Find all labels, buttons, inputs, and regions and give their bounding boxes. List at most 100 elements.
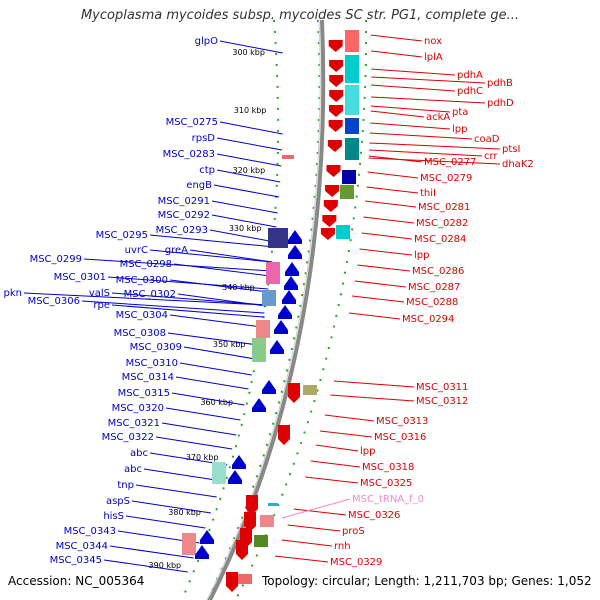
minus-gene-leader bbox=[171, 392, 245, 406]
plus-gene-label-dhak2[interactable]: dhaK2 bbox=[502, 159, 534, 170]
plus-gene-label-msc-0294[interactable]: MSC_0294 bbox=[402, 314, 454, 325]
plus-gene-label-lpla[interactable]: lplA bbox=[424, 52, 443, 63]
plus-gene-label-pdha[interactable]: pdhA bbox=[457, 70, 483, 81]
minus-gene-leader bbox=[211, 214, 277, 228]
minus-gene-label-vals[interactable]: valS bbox=[89, 288, 110, 299]
minus-gene-label-tnp[interactable]: tnp bbox=[117, 480, 134, 491]
minus-gene-leader bbox=[23, 292, 266, 306]
plus-gene-label-msc-0277[interactable]: MSC_0277 bbox=[424, 157, 476, 168]
minus-gene-label-msc-0314[interactable]: MSC_0314 bbox=[122, 372, 174, 383]
minus-gene-leader bbox=[183, 346, 256, 360]
minus-gene-label-msc-0306[interactable]: MSC_0306 bbox=[28, 296, 80, 307]
minus-gene-label-msc-0302[interactable]: MSC_0302 bbox=[124, 289, 176, 300]
plus-gene-label-msc-0286[interactable]: MSC_0286 bbox=[412, 266, 464, 277]
minus-gene-label-grea[interactable]: greA bbox=[165, 245, 188, 256]
plus-gene-label-ptsi[interactable]: ptsI bbox=[502, 144, 520, 155]
minus-gene-label-abc[interactable]: abc bbox=[130, 448, 148, 459]
plus-gene-arrow bbox=[246, 495, 258, 515]
plus-gene-label-thii[interactable]: thiI bbox=[420, 188, 436, 199]
minus-gene-label-msc-0292[interactable]: MSC_0292 bbox=[158, 210, 210, 221]
plus-gene-label-rnh[interactable]: rnh bbox=[334, 541, 351, 552]
minus-gene-label-msc-0345[interactable]: MSC_0345 bbox=[50, 555, 102, 566]
plus-gene-leader bbox=[354, 280, 407, 288]
scale-tick-label: 320 kbp bbox=[233, 166, 266, 175]
plus-gene-label-msc-0288[interactable]: MSC_0288 bbox=[406, 297, 458, 308]
plus-gene-label-msc-0287[interactable]: MSC_0287 bbox=[408, 282, 460, 293]
minus-gene-leader bbox=[143, 468, 223, 482]
minus-gene-label-rpsd[interactable]: rpsD bbox=[192, 133, 216, 144]
minus-gene-arrow bbox=[270, 340, 284, 354]
minus-gene-label-uvrc[interactable]: uvrC bbox=[125, 245, 148, 256]
plus-gene-leader bbox=[369, 132, 473, 140]
plus-gene-label-coad[interactable]: coaD bbox=[474, 134, 500, 145]
minus-gene-label-msc-0344[interactable]: MSC_0344 bbox=[56, 541, 108, 552]
minus-gene-label-msc-0301[interactable]: MSC_0301 bbox=[54, 272, 106, 283]
plus-gene-leader bbox=[274, 555, 329, 563]
minus-gene-label-ctp[interactable]: ctp bbox=[199, 165, 215, 176]
plus-gene-label-msc-0312[interactable]: MSC_0312 bbox=[416, 396, 468, 407]
plus-gene-label-crr[interactable]: crr bbox=[484, 151, 498, 162]
plus-gene-label-lpp[interactable]: lpp bbox=[414, 250, 429, 261]
minus-gene-label-msc-0298[interactable]: MSC_0298 bbox=[120, 259, 172, 270]
plus-gene-leader bbox=[371, 84, 456, 92]
minus-gene-label-abc[interactable]: abc bbox=[124, 464, 142, 475]
plus-gene-label-msc-0313[interactable]: MSC_0313 bbox=[376, 416, 428, 427]
minus-gene-label-rpe[interactable]: rpe bbox=[93, 300, 110, 311]
plus-gene-label-msc-0284[interactable]: MSC_0284 bbox=[414, 234, 466, 245]
plus-gene-label-lpp[interactable]: lpp bbox=[452, 124, 467, 135]
minus-gene-label-msc-0299[interactable]: MSC_0299 bbox=[30, 254, 82, 265]
plus-gene-label-pros[interactable]: proS bbox=[342, 526, 365, 537]
plus-gene-label-msc-0325[interactable]: MSC_0325 bbox=[360, 478, 412, 489]
minus-gene-label-msc-0308[interactable]: MSC_0308 bbox=[114, 328, 166, 339]
plus-gene-label-msc-0282[interactable]: MSC_0282 bbox=[416, 218, 468, 229]
plus-gene-arrow bbox=[329, 90, 344, 102]
backbone-highlight bbox=[206, 19, 321, 600]
minus-gene-label-msc-0283[interactable]: MSC_0283 bbox=[163, 149, 215, 160]
plus-gene-label-pdhb[interactable]: pdhB bbox=[487, 78, 513, 89]
minus-gene-label-msc-0320[interactable]: MSC_0320 bbox=[112, 403, 164, 414]
gene-feature-block bbox=[345, 30, 359, 52]
minus-gene-label-msc-0304[interactable]: MSC_0304 bbox=[116, 310, 168, 321]
plus-gene-arrow bbox=[320, 228, 335, 240]
minus-gene-label-msc-0315[interactable]: MSC_0315 bbox=[118, 388, 170, 399]
minus-gene-label-msc-0291[interactable]: MSC_0291 bbox=[158, 196, 210, 207]
minus-gene-label-pkn[interactable]: pkn bbox=[4, 288, 22, 299]
minus-gene-leader bbox=[216, 153, 282, 167]
plus-gene-label-pta[interactable]: pta bbox=[452, 107, 468, 118]
plus-gene-label-lpp[interactable]: lpp bbox=[360, 446, 375, 457]
plus-gene-label-msc-0316[interactable]: MSC_0316 bbox=[374, 432, 426, 443]
minus-gene-leader bbox=[219, 121, 283, 135]
plus-gene-label-nox[interactable]: nox bbox=[424, 36, 442, 47]
minus-gene-label-msc-0310[interactable]: MSC_0310 bbox=[126, 358, 178, 369]
plus-gene-label-msc-0326[interactable]: MSC_0326 bbox=[348, 510, 400, 521]
minus-gene-label-msc-0322[interactable]: MSC_0322 bbox=[102, 432, 154, 443]
minus-gene-label-glpo[interactable]: glpO bbox=[195, 36, 218, 47]
plus-gene-label-msc-0318[interactable]: MSC_0318 bbox=[362, 462, 414, 473]
minus-gene-label-msc-0309[interactable]: MSC_0309 bbox=[130, 342, 182, 353]
plus-gene-label-acka[interactable]: ackA bbox=[426, 112, 450, 123]
plus-gene-leader bbox=[367, 171, 419, 179]
plus-gene-label-msc-0279[interactable]: MSC_0279 bbox=[420, 173, 472, 184]
minus-gene-label-msc-0321[interactable]: MSC_0321 bbox=[108, 418, 160, 429]
minus-gene-label-msc-0343[interactable]: MSC_0343 bbox=[64, 526, 116, 537]
plus-gene-label-pdhd[interactable]: pdhD bbox=[487, 98, 514, 109]
minus-gene-label-hiss[interactable]: hisS bbox=[103, 511, 124, 522]
minus-gene-label-msc-0300[interactable]: MSC_0300 bbox=[116, 275, 168, 286]
plus-gene-label-msc-0329[interactable]: MSC_0329 bbox=[330, 557, 382, 568]
minus-gene-label-msc-0295[interactable]: MSC_0295 bbox=[96, 230, 148, 241]
plus-gene-label-msc-0311[interactable]: MSC_0311 bbox=[416, 382, 468, 393]
plus-gene-leader bbox=[371, 50, 423, 58]
scale-tick-label: 330 kbp bbox=[229, 224, 262, 233]
minus-gene-leader bbox=[219, 40, 283, 54]
trna-label-msc-trna-f-0[interactable]: MSC_tRNA_f_0 bbox=[352, 494, 424, 505]
minus-gene-label-msc-0275[interactable]: MSC_0275 bbox=[166, 117, 218, 128]
plus-gene-leader bbox=[359, 248, 413, 256]
plus-gene-label-msc-0281[interactable]: MSC_0281 bbox=[418, 202, 470, 213]
minus-gene-label-msc-0293[interactable]: MSC_0293 bbox=[156, 225, 208, 236]
plus-gene-label-pdhc[interactable]: pdhC bbox=[457, 86, 483, 97]
plus-gene-leader bbox=[324, 414, 375, 422]
minus-gene-label-asps[interactable]: aspS bbox=[106, 496, 130, 507]
minus-gene-label-engb[interactable]: engB bbox=[186, 180, 212, 191]
